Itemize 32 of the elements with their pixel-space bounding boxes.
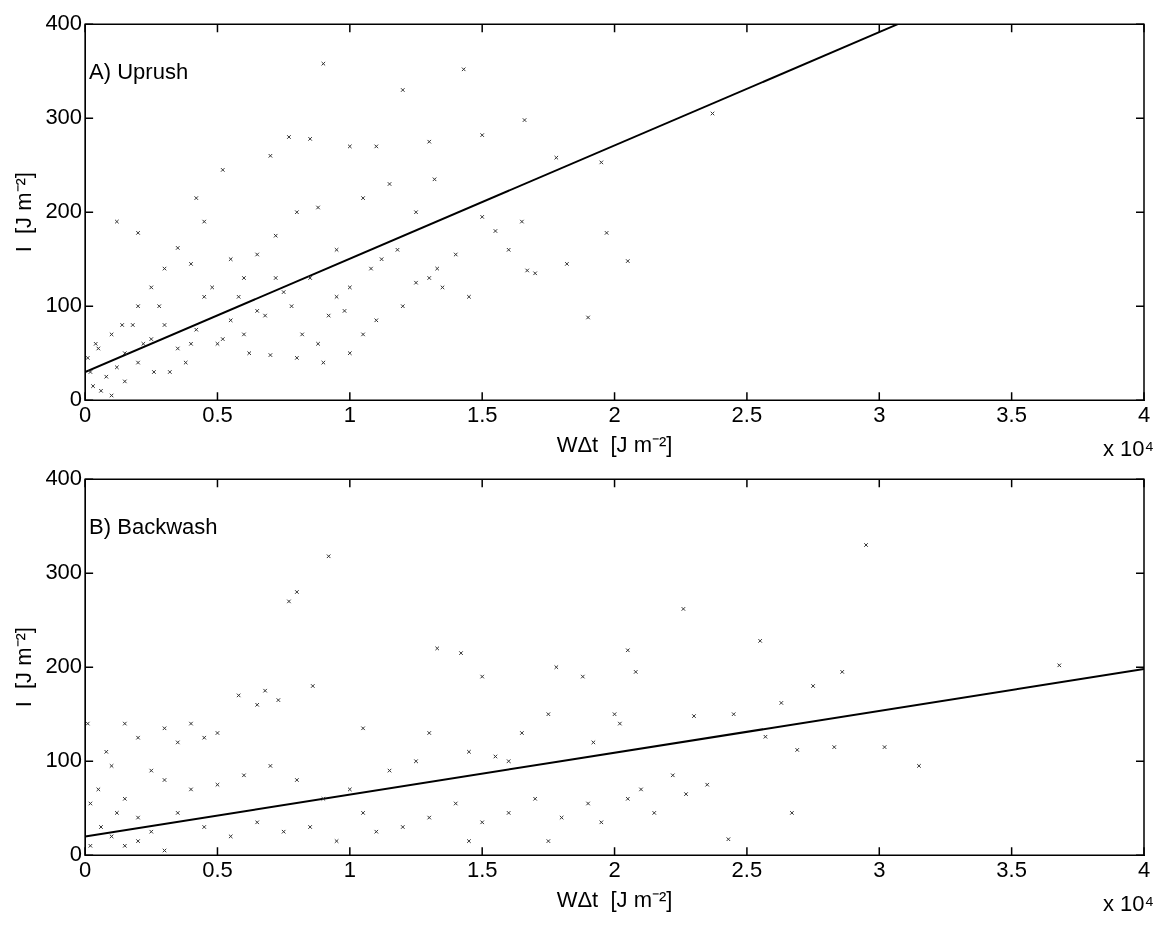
- x-tick-label: 1: [343, 857, 356, 883]
- x-axis-title: WΔt [J m⁻²]: [556, 431, 673, 457]
- x-tick-label: 1.5: [466, 402, 498, 428]
- x-tick-label: 3: [873, 857, 886, 883]
- annotation: B) Backwash: [89, 514, 218, 540]
- x-tick-label: 0.5: [202, 402, 233, 428]
- x-tick-label: 4: [1137, 402, 1151, 428]
- x-tick-label: 3.5: [996, 402, 1027, 428]
- y-tick-label: 400: [45, 10, 83, 36]
- x-tick-label: 2.5: [731, 402, 763, 428]
- y-tick-label: 200: [45, 653, 83, 679]
- y-tick-label: 300: [45, 559, 83, 585]
- x-tick-label: 3: [873, 402, 886, 428]
- x-tick-label: 2: [608, 857, 621, 883]
- y-tick-label: 300: [45, 104, 83, 130]
- x-tick-label: 1: [343, 402, 356, 428]
- text: x 10⁴: [1102, 891, 1154, 917]
- x-axis-title: WΔt [J m⁻²]: [556, 886, 673, 912]
- x-tick-label: 3.5: [996, 857, 1027, 883]
- x-tick-label: 0.5: [202, 857, 233, 883]
- y-tick-label: 400: [45, 465, 83, 491]
- text: x 10⁴: [1102, 436, 1154, 462]
- annotation: A) Uprush: [89, 59, 189, 85]
- y-tick-label: 100: [45, 292, 83, 318]
- x-tick-label: 4: [1137, 857, 1151, 883]
- y-tick-label: 100: [45, 747, 83, 773]
- x-tick-label: 2.5: [731, 857, 763, 883]
- x-tick-label: 1.5: [466, 857, 498, 883]
- y-axis-title: I [J m⁻²]: [11, 172, 37, 253]
- y-tick-label: 200: [45, 198, 83, 224]
- x-tick-label: 2: [608, 402, 621, 428]
- y-axis-title: I [J m⁻²]: [11, 627, 37, 708]
